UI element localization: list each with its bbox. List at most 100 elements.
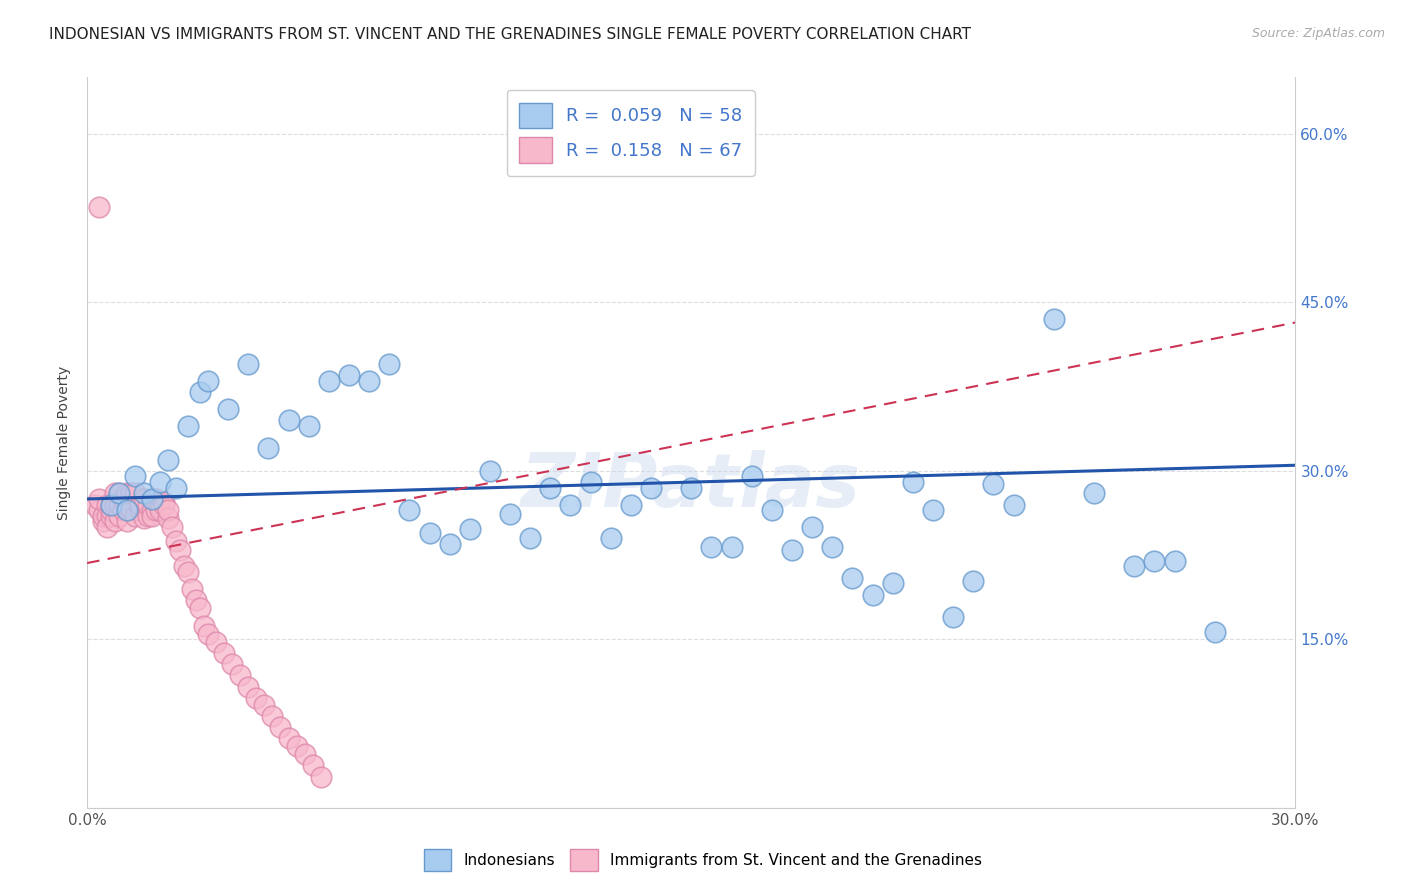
- Point: [1163, 554, 1185, 568]
- Point: [301, 758, 323, 772]
- Point: [120, 486, 142, 500]
- Point: [538, 481, 561, 495]
- Point: [901, 475, 924, 489]
- Point: [117, 486, 139, 500]
- Point: [145, 491, 167, 506]
- Text: ZIPatlas: ZIPatlas: [522, 450, 862, 523]
- Point: [1123, 559, 1146, 574]
- Point: [318, 374, 340, 388]
- Point: [620, 498, 643, 512]
- Point: [640, 481, 662, 495]
- Point: [132, 491, 155, 506]
- Point: [156, 452, 179, 467]
- Point: [120, 503, 142, 517]
- Point: [89, 200, 111, 214]
- Point: [149, 475, 172, 489]
- Point: [309, 770, 332, 784]
- Point: [132, 511, 155, 525]
- Point: [277, 731, 299, 746]
- Point: [104, 498, 127, 512]
- Legend: Indonesians, Immigrants from St. Vincent and the Grenadines: Indonesians, Immigrants from St. Vincent…: [418, 843, 988, 877]
- Point: [160, 520, 183, 534]
- Point: [145, 503, 167, 517]
- Point: [141, 491, 163, 506]
- Point: [378, 357, 401, 371]
- Point: [205, 634, 228, 648]
- Point: [285, 739, 308, 754]
- Point: [439, 537, 461, 551]
- Point: [217, 402, 239, 417]
- Point: [100, 498, 122, 512]
- Point: [1043, 312, 1066, 326]
- Point: [96, 520, 118, 534]
- Point: [180, 582, 202, 596]
- Point: [942, 610, 965, 624]
- Point: [100, 508, 122, 523]
- Point: [117, 515, 139, 529]
- Point: [91, 515, 114, 529]
- Point: [124, 469, 146, 483]
- Point: [983, 477, 1005, 491]
- Point: [359, 374, 381, 388]
- Point: [117, 503, 139, 517]
- Point: [245, 690, 267, 705]
- Point: [165, 533, 187, 548]
- Point: [156, 503, 179, 517]
- Point: [780, 542, 803, 557]
- Point: [882, 576, 904, 591]
- Point: [253, 698, 276, 712]
- Point: [100, 498, 122, 512]
- Point: [298, 418, 321, 433]
- Point: [124, 486, 146, 500]
- Point: [84, 498, 107, 512]
- Point: [149, 503, 172, 517]
- Point: [141, 508, 163, 523]
- Point: [89, 491, 111, 506]
- Point: [1002, 498, 1025, 512]
- Point: [197, 374, 219, 388]
- Point: [761, 503, 783, 517]
- Point: [269, 720, 291, 734]
- Point: [212, 646, 235, 660]
- Text: INDONESIAN VS IMMIGRANTS FROM ST. VINCENT AND THE GRENADINES SINGLE FEMALE POVER: INDONESIAN VS IMMIGRANTS FROM ST. VINCEN…: [49, 27, 972, 42]
- Point: [108, 486, 131, 500]
- Point: [862, 587, 884, 601]
- Point: [277, 413, 299, 427]
- Point: [177, 565, 200, 579]
- Point: [294, 747, 316, 761]
- Point: [1204, 624, 1226, 639]
- Point: [108, 498, 131, 512]
- Point: [136, 508, 159, 523]
- Point: [221, 657, 243, 672]
- Point: [117, 498, 139, 512]
- Point: [418, 525, 440, 540]
- Point: [681, 481, 703, 495]
- Point: [599, 531, 621, 545]
- Point: [551, 123, 574, 137]
- Point: [184, 593, 207, 607]
- Point: [188, 385, 211, 400]
- Point: [188, 601, 211, 615]
- Point: [720, 541, 742, 555]
- Point: [560, 498, 582, 512]
- Point: [1083, 486, 1105, 500]
- Point: [238, 357, 260, 371]
- Point: [169, 542, 191, 557]
- Point: [458, 522, 481, 536]
- Point: [104, 515, 127, 529]
- Point: [1143, 554, 1166, 568]
- Point: [128, 498, 150, 512]
- Point: [152, 498, 174, 512]
- Point: [922, 503, 945, 517]
- Point: [499, 507, 522, 521]
- Point: [128, 503, 150, 517]
- Point: [197, 627, 219, 641]
- Point: [801, 520, 824, 534]
- Point: [741, 469, 763, 483]
- Point: [96, 508, 118, 523]
- Point: [177, 418, 200, 433]
- Point: [478, 464, 501, 478]
- Point: [841, 571, 863, 585]
- Point: [262, 709, 284, 723]
- Point: [96, 498, 118, 512]
